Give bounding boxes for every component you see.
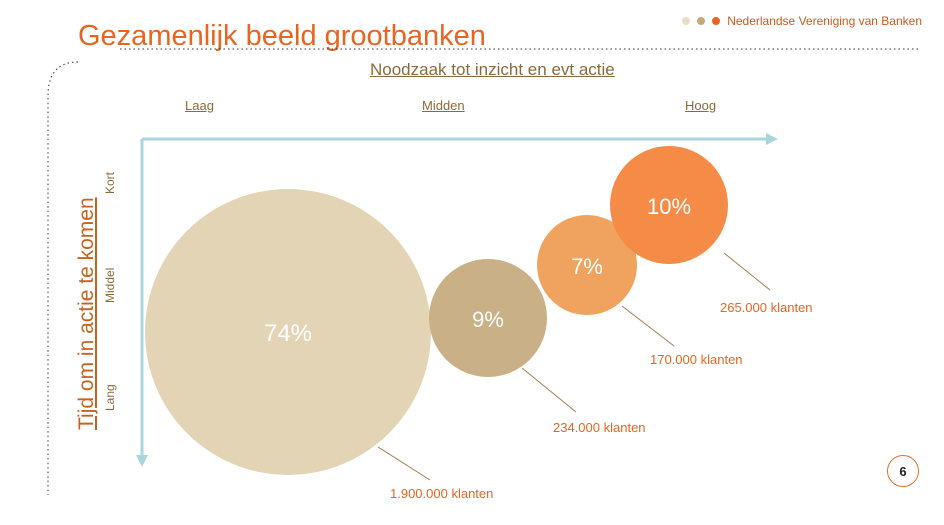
y-tick-label: Lang: [103, 384, 117, 411]
bubble-percent-label: 7%: [571, 254, 603, 279]
y-tick-label: Kort: [103, 171, 117, 194]
customer-count-label: 170.000 klanten: [650, 352, 743, 367]
leader-line: [621, 305, 675, 347]
y-axis-title: Tijd om in actie te komen: [75, 197, 98, 430]
leader-line: [521, 367, 577, 413]
page-title: Gezamenlijk beeld grootbanken: [78, 20, 486, 52]
brand-dot-icon: [697, 17, 706, 25]
customer-count-label: 234.000 klanten: [553, 420, 646, 435]
bubble-percent-label: 74%: [264, 320, 312, 347]
bubble: [537, 215, 637, 315]
page-number: 6: [887, 455, 919, 487]
x-tick-label: Midden: [422, 98, 465, 113]
x-axis-title: Noodzaak tot inzicht en evt actie: [370, 60, 615, 79]
customer-count-label: 1.900.000 klanten: [390, 486, 493, 501]
leader-line: [377, 446, 431, 481]
x-axis-arrow-icon: [766, 133, 778, 145]
bubble-percent-label: 9%: [472, 307, 504, 332]
x-tick-label: Laag: [185, 98, 214, 113]
x-tick-label: Hoog: [685, 98, 717, 113]
customer-count-label: 265.000 klanten: [720, 300, 813, 315]
organization-name: Nederlandse Vereniging van Banken: [727, 14, 922, 28]
leader-line: [723, 252, 771, 291]
brand-dot-icon: [682, 17, 691, 25]
brand-dot-icon: [712, 17, 721, 25]
organization-brand: Nederlandse Vereniging van Banken: [682, 14, 922, 28]
y-axis-arrow-icon: [136, 455, 148, 467]
bubble-percent-label: 10%: [647, 194, 691, 219]
bubble: [429, 259, 547, 377]
bubble: [145, 189, 431, 475]
bubble: [610, 146, 728, 264]
y-tick-label: Middel: [103, 267, 117, 303]
dotted-frame: [47, 61, 79, 495]
